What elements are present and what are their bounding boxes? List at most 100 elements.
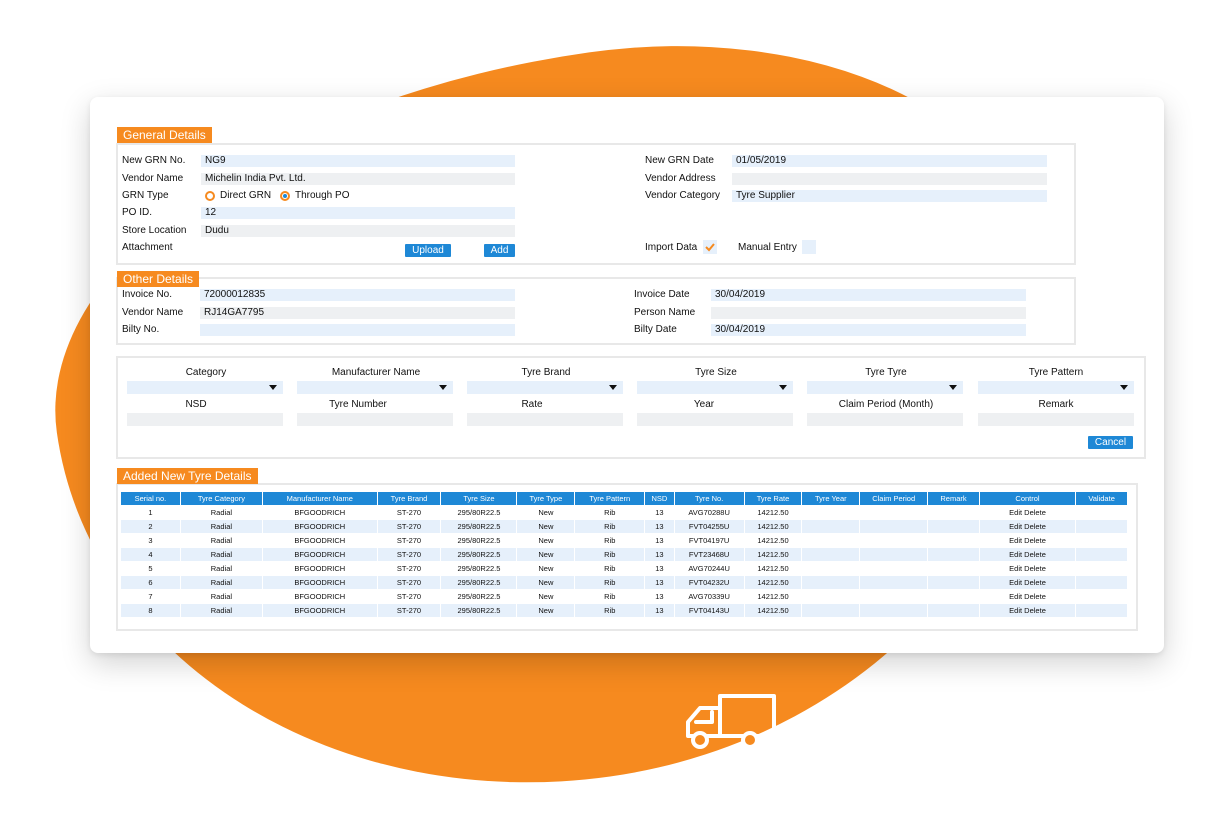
row-controls[interactable]: Edit Delete	[979, 562, 1076, 575]
chevron-down-icon	[779, 385, 787, 390]
table-cell	[802, 590, 860, 603]
table-cell: Rib	[575, 520, 645, 533]
table-cell: Rib	[575, 604, 645, 617]
manufacturer-name-select[interactable]	[297, 381, 453, 394]
table-cell: New	[517, 562, 575, 575]
table-row: 3 Radial BFGOODRICH ST-270 295/80R22.5 New Rib…	[121, 534, 1127, 547]
rate-header: Rate	[521, 399, 543, 410]
vendor-name-label: Vendor Name	[122, 173, 184, 184]
table-cell	[860, 576, 928, 589]
tyre-brand-select[interactable]	[467, 381, 623, 394]
row-controls[interactable]: Edit Delete	[979, 576, 1076, 589]
column-header: Tyre No.	[674, 492, 744, 505]
table-cell: Radial	[180, 590, 262, 603]
row-controls[interactable]: Edit Delete	[979, 548, 1076, 561]
table-cell: 295/80R22.5	[441, 520, 517, 533]
table-cell: Rib	[575, 506, 645, 519]
nsd-input[interactable]	[127, 413, 283, 426]
invoice-date-field[interactable]: 30/04/2019	[711, 289, 1026, 301]
table-cell	[928, 520, 979, 533]
table-cell	[928, 534, 979, 547]
table-cell: 13	[645, 590, 674, 603]
grn-date-field[interactable]: 01/05/2019	[732, 155, 1047, 167]
table-cell: 14212.50	[744, 534, 802, 547]
table-row: 2 Radial BFGOODRICH ST-270 295/80R22.5 New Rib…	[121, 520, 1127, 533]
table-cell	[860, 604, 928, 617]
bilty-date-label: Bilty Date	[634, 324, 677, 335]
table-cell: Radial	[180, 520, 262, 533]
through-po-radio[interactable]	[280, 191, 290, 201]
tyre-tyre-select[interactable]	[807, 381, 963, 394]
table-cell: Radial	[180, 506, 262, 519]
other-vendor-name-field[interactable]: RJ14GA7795	[200, 307, 515, 319]
table-cell: BFGOODRICH	[262, 520, 377, 533]
row-controls[interactable]: Edit Delete	[979, 590, 1076, 603]
import-data-checkbox[interactable]	[703, 240, 717, 254]
table-cell	[802, 534, 860, 547]
remark-header: Remark	[1038, 399, 1074, 410]
table-cell	[928, 576, 979, 589]
table-cell: 7	[121, 590, 180, 603]
general-details-title: General Details	[117, 127, 212, 143]
table-cell: ST-270	[377, 520, 441, 533]
table-cell: BFGOODRICH	[262, 562, 377, 575]
vendor-address-field[interactable]	[732, 173, 1047, 185]
table-cell: 4	[121, 548, 180, 561]
upload-button[interactable]: Upload	[405, 244, 451, 257]
column-header: Tyre Brand	[377, 492, 441, 505]
add-button[interactable]: Add	[484, 244, 515, 257]
invoice-no-field[interactable]: 72000012835	[200, 289, 515, 301]
other-details-title: Other Details	[117, 271, 200, 287]
table-cell	[860, 590, 928, 603]
vendor-category-field[interactable]: Tyre Supplier	[732, 190, 1047, 202]
table-row: 4 Radial BFGOODRICH ST-270 295/80R22.5 New Rib…	[121, 548, 1127, 561]
category-select[interactable]	[127, 381, 283, 394]
table-cell: 3	[121, 534, 180, 547]
direct-grn-radio[interactable]	[205, 191, 215, 201]
remark-input[interactable]	[978, 413, 1134, 426]
rate-input[interactable]	[467, 413, 623, 426]
table-cell: 295/80R22.5	[441, 576, 517, 589]
tyre-number-input[interactable]	[297, 413, 453, 426]
tyre-size-select[interactable]	[637, 381, 793, 394]
tyre-entry-section	[116, 356, 1146, 459]
table-cell	[802, 548, 860, 561]
bilty-no-label: Bilty No.	[122, 324, 160, 335]
table-cell: FVT04232U	[674, 576, 744, 589]
person-name-field[interactable]	[711, 307, 1026, 319]
chevron-down-icon	[1120, 385, 1128, 390]
table-cell: 14212.50	[744, 562, 802, 575]
row-controls[interactable]: Edit Delete	[979, 506, 1076, 519]
table-cell: BFGOODRICH	[262, 534, 377, 547]
table-cell: ST-270	[377, 562, 441, 575]
cancel-button[interactable]: Cancel	[1088, 436, 1133, 449]
table-cell: BFGOODRICH	[262, 548, 377, 561]
row-controls[interactable]: Edit Delete	[979, 604, 1076, 617]
po-id-field[interactable]: 12	[201, 207, 515, 219]
manual-entry-checkbox[interactable]	[802, 240, 816, 254]
year-input[interactable]	[637, 413, 793, 426]
bilty-date-field[interactable]: 30/04/2019	[711, 324, 1026, 336]
column-header: Validate	[1076, 492, 1127, 505]
row-controls[interactable]: Edit Delete	[979, 520, 1076, 533]
store-location-field[interactable]: Dudu	[201, 225, 515, 237]
table-cell	[1076, 534, 1127, 547]
claim-period-input[interactable]	[807, 413, 963, 426]
table-cell: 14212.50	[744, 506, 802, 519]
table-cell	[928, 506, 979, 519]
column-header: Tyre Category	[180, 492, 262, 505]
table-cell	[1076, 506, 1127, 519]
table-cell	[860, 562, 928, 575]
tyre-tyre-header: Tyre Tyre	[865, 367, 907, 378]
grn-no-field[interactable]: NG9	[201, 155, 515, 167]
chevron-down-icon	[609, 385, 617, 390]
row-controls[interactable]: Edit Delete	[979, 534, 1076, 547]
table-cell	[1076, 562, 1127, 575]
table-cell: AVG70339U	[674, 590, 744, 603]
grn-form-card: General Details New GRN No. NG9 Vendor N…	[90, 97, 1164, 653]
tyre-pattern-select[interactable]	[978, 381, 1134, 394]
bilty-no-field[interactable]	[200, 324, 515, 336]
column-header: Remark	[928, 492, 979, 505]
vendor-name-field[interactable]: Michelin India Pvt. Ltd.	[201, 173, 515, 185]
column-header: Claim Period	[860, 492, 928, 505]
